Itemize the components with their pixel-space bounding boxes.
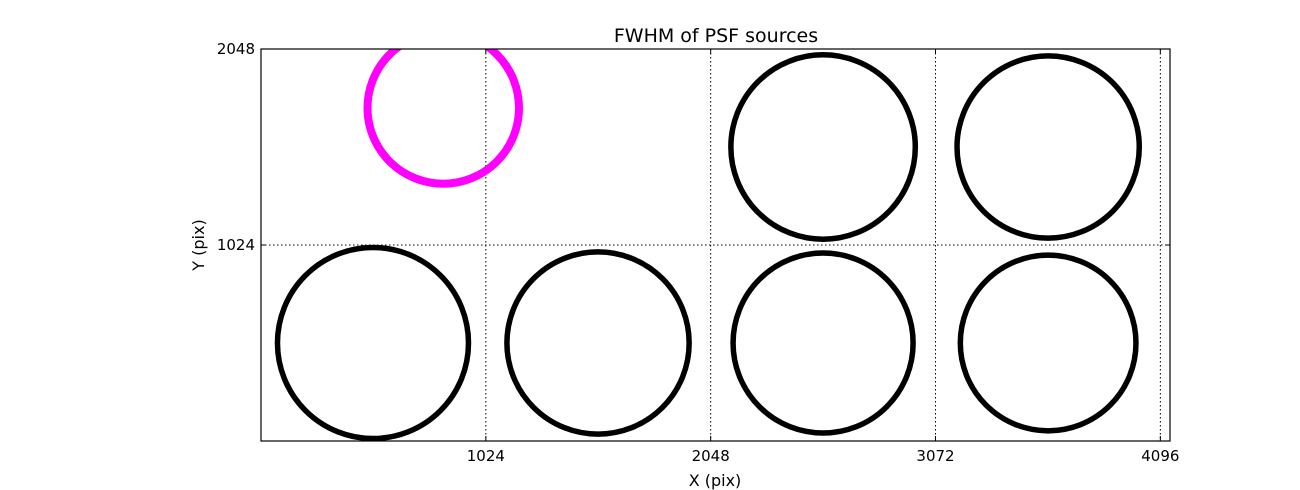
psf-source-marker [728,52,919,242]
grid-lines [261,48,1170,441]
x-tick-label: 2048 [692,447,730,465]
psf-source-marker [363,49,523,188]
psf-source-marker [730,250,916,436]
y-tick-label: 2048 [217,40,255,58]
psf-source-marker [957,252,1139,434]
psf-source-marker [504,249,692,437]
axis-ticks: 1024 2048 3072 4096 1024 2048 [217,40,1180,465]
x-tick-label: 3072 [916,447,954,465]
x-axis-label: X (pix) [689,471,742,490]
source-markers [274,49,1143,441]
psf-source-marker [274,244,472,441]
x-tick-label: 1024 [467,447,505,465]
x-tick-label: 4096 [1141,447,1179,465]
y-axis-label: Y (pix) [189,219,208,271]
y-tick-label: 1024 [217,236,255,254]
psf-source-marker [954,53,1143,241]
chart-title: FWHM of PSF sources [614,25,818,47]
